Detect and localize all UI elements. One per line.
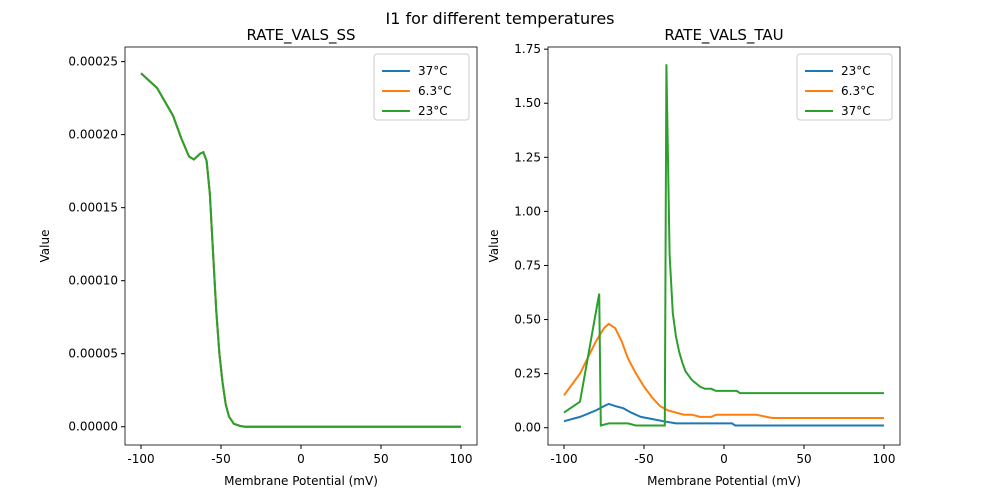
x-tick-label: -100	[127, 452, 154, 466]
figure-title: I1 for different temperatures	[385, 9, 614, 28]
series-line-2	[140, 72, 461, 428]
legend-label: 6.3°C	[418, 84, 451, 98]
x-tick-label: 100	[873, 452, 896, 466]
subplot-title: RATE_VALS_SS	[246, 26, 355, 45]
y-tick-label: 0.00	[514, 421, 541, 435]
legend-label: 37°C	[841, 104, 871, 118]
legend-label: 37°C	[418, 64, 448, 78]
y-tick-label: 0.00005	[68, 347, 118, 361]
y-axis-label: Value	[38, 230, 52, 263]
subplot-1: RATE_VALS_SS -100 -50 0 50 100 0.00000 0.00005 0…	[38, 26, 478, 488]
x-tick-label: 50	[373, 452, 388, 466]
y-tick-label: 0.25	[514, 367, 541, 381]
y-tick-label: 1.25	[514, 150, 541, 164]
legend-label: 6.3°C	[841, 84, 874, 98]
y-tick-label: 1.75	[514, 42, 541, 56]
x-tick-label: -50	[634, 452, 654, 466]
x-tick-label: 0	[720, 452, 728, 466]
y-tick-label: 0.00000	[68, 420, 118, 434]
x-tick-label: -100	[550, 452, 577, 466]
y-tick-label: 0.00010	[68, 274, 118, 288]
y-tick-label: 0.75	[514, 258, 541, 272]
y-tick-label: 1.00	[514, 204, 541, 218]
y-tick-label: 1.50	[514, 96, 541, 110]
legend-label: 23°C	[841, 64, 871, 78]
y-tick-label: 0.00020	[68, 128, 118, 142]
legend-label: 23°C	[418, 104, 448, 118]
y-tick-label: 0.00025	[68, 55, 118, 69]
series-line-1	[563, 402, 884, 427]
series-line-3	[140, 72, 461, 428]
x-axis-label: Membrane Potential (mV)	[647, 474, 801, 488]
x-tick-label: -50	[211, 452, 231, 466]
x-tick-label: 0	[297, 452, 305, 466]
legend: 37°C 6.3°C 23°C	[373, 53, 470, 121]
y-tick-label: 0.00015	[68, 201, 118, 215]
y-tick-label: 0.50	[514, 313, 541, 327]
x-tick-label: 100	[450, 452, 473, 466]
y-axis-label: Value	[487, 230, 501, 263]
legend: 23°C 6.3°C 37°C	[796, 53, 893, 121]
subplot-2: RATE_VALS_TAU -100 -50 0 50 100 0.00 0.25 0.50 0.…	[487, 26, 901, 488]
x-tick-label: 50	[796, 452, 811, 466]
x-axis-label: Membrane Potential (mV)	[224, 474, 378, 488]
series-line-2	[563, 322, 884, 419]
series-line-1	[140, 72, 461, 428]
series-line-3	[563, 64, 884, 427]
subplot-title: RATE_VALS_TAU	[664, 26, 783, 45]
